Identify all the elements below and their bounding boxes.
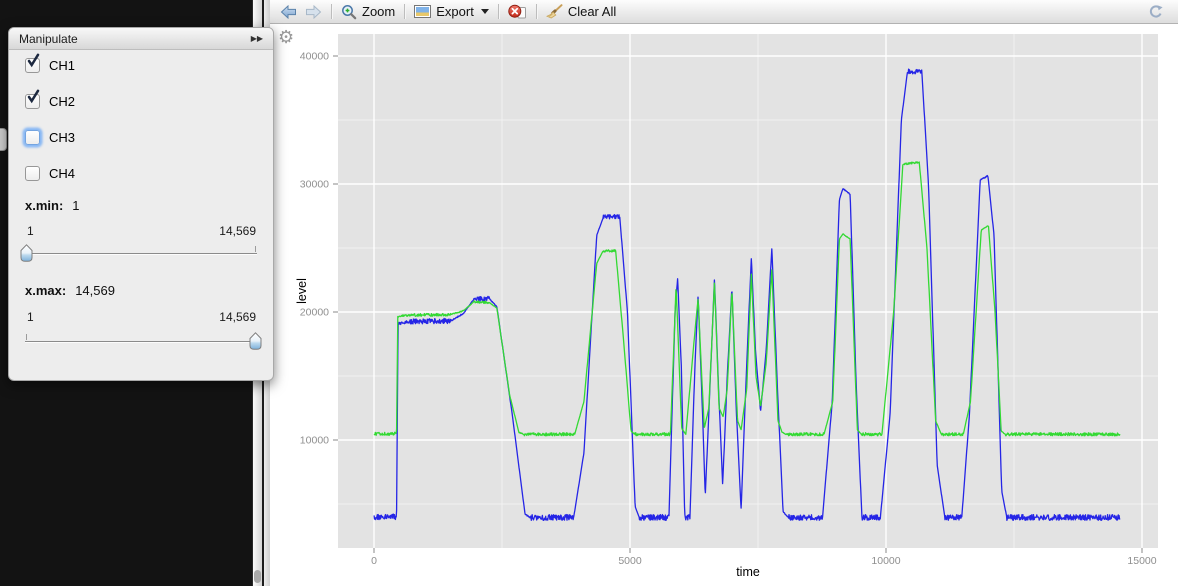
x-max-range-labels: 1 14,569: [27, 310, 256, 324]
x-min-value: 1: [72, 198, 80, 213]
toolbar-separator: [497, 4, 499, 19]
svg-text:30000: 30000: [300, 179, 329, 191]
svg-text:10000: 10000: [871, 555, 900, 567]
svg-text:0: 0: [371, 555, 377, 567]
ch2-checkbox[interactable]: [25, 89, 40, 109]
x-max-label: x.max:: [25, 283, 67, 298]
slider-end-tick: [26, 334, 27, 340]
axis-tick-labels: 0 5000 10000 15000 10000 20000 30000 40000: [300, 51, 1157, 568]
export-button[interactable]: Export: [410, 3, 493, 20]
x-min-range-min: 1: [27, 224, 34, 238]
x-max-slider-thumb[interactable]: [248, 332, 263, 350]
forward-arrow-icon: [306, 4, 322, 19]
manipulate-panel-title: Manipulate: [19, 31, 78, 46]
manipulate-panel-header[interactable]: Manipulate ▶▶: [9, 28, 273, 50]
side-drawer-handle[interactable]: [0, 128, 7, 151]
forward-button[interactable]: [301, 4, 326, 20]
checkmark-icon: [27, 53, 40, 67]
ch1-label: CH1: [49, 57, 76, 73]
channel-row-ch2: CH2: [25, 89, 76, 109]
toolbar-separator: [535, 4, 537, 19]
manipulate-panel: Manipulate ▶▶ CH1 CH2: [8, 27, 274, 381]
refresh-button[interactable]: [1144, 3, 1168, 21]
channel-row-ch1: CH1: [25, 53, 76, 73]
ch2-label: CH2: [49, 93, 76, 109]
channel-row-ch3: CH3: [25, 129, 75, 145]
x-max-label-row: x.max: 14,569: [25, 283, 115, 298]
ch3-label: CH3: [49, 129, 76, 145]
ch1-checkbox[interactable]: [25, 53, 40, 73]
clear-all-button-label: Clear All: [567, 4, 617, 19]
settings-gear-icon[interactable]: ⚙: [278, 27, 295, 47]
x-axis-title: time: [736, 565, 760, 579]
minor-gridlines: [338, 34, 1158, 548]
broom-clear-icon: [545, 4, 563, 19]
magnifier-zoom-icon: [342, 4, 357, 19]
clear-all-button[interactable]: Clear All: [542, 3, 620, 20]
plot-background: [338, 34, 1158, 548]
svg-text:15000: 15000: [1127, 555, 1156, 567]
ch3-checkbox[interactable]: [25, 129, 40, 145]
slider-track[interactable]: [25, 341, 257, 342]
scrollbar-thumb[interactable]: [254, 570, 261, 583]
export-dropdown-caret-icon: [480, 9, 489, 14]
export-image-icon: [414, 5, 432, 18]
refresh-circle-icon: [1149, 4, 1163, 18]
svg-text:10000: 10000: [300, 435, 329, 447]
x-max-value: 14,569: [75, 283, 115, 298]
slider-end-tick: [255, 246, 256, 252]
toolbar-separator: [331, 4, 332, 19]
x-max-slider[interactable]: [25, 331, 262, 351]
svg-text:5000: 5000: [618, 555, 642, 567]
collapse-panel-icon[interactable]: ▶▶: [250, 34, 263, 43]
zoom-button-label: Zoom: [362, 4, 396, 19]
export-button-label: Export: [436, 4, 474, 19]
x-min-slider[interactable]: [20, 243, 257, 263]
ch4-label: CH4: [49, 165, 76, 181]
axis-ticks: [333, 55, 1143, 553]
x-min-label-row: x.min: 1: [25, 198, 80, 213]
back-button[interactable]: [276, 4, 301, 20]
toolbar: Zoom Export: [270, 0, 1178, 24]
checkmark-icon: [27, 89, 40, 103]
delete-red-x-icon: [508, 4, 526, 19]
svg-text:20000: 20000: [300, 307, 329, 319]
zoom-button[interactable]: Zoom: [337, 3, 399, 21]
y-axis-title: level: [295, 278, 309, 304]
x-min-label: x.min:: [25, 198, 64, 213]
x-min-range-labels: 1 14,569: [27, 224, 256, 238]
traces: [373, 68, 1121, 521]
slider-track[interactable]: [25, 253, 257, 254]
x-max-range-min: 1: [27, 310, 34, 324]
delete-button[interactable]: [504, 3, 531, 20]
channel-row-ch4: CH4: [25, 165, 75, 181]
x-max-range-max: 14,569: [219, 310, 256, 324]
ch2-trace: [373, 161, 1121, 437]
back-arrow-icon: [280, 4, 296, 19]
x-min-range-max: 14,569: [219, 224, 256, 238]
svg-text:40000: 40000: [300, 51, 329, 63]
toolbar-separator: [404, 4, 406, 19]
x-min-slider-thumb[interactable]: [19, 244, 34, 262]
ch4-checkbox[interactable]: [25, 165, 40, 181]
chart[interactable]: 0 5000 10000 15000 10000 20000 30000 40000 time l…: [270, 24, 1178, 586]
